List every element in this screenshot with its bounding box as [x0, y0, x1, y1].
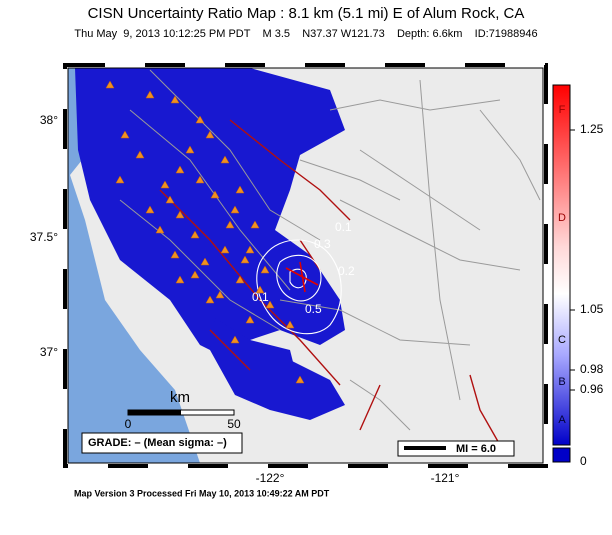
scale-start: 0: [125, 417, 132, 431]
grade-letter: A: [558, 414, 566, 426]
station: [235, 275, 245, 284]
station: [210, 190, 220, 199]
station: [195, 115, 205, 124]
lat-label: 38°: [40, 113, 58, 127]
station: [230, 205, 240, 214]
colorbar-tick: 0: [580, 454, 587, 468]
colorbar-tick: 0.98: [580, 362, 604, 376]
contour-label: 0.3: [314, 237, 331, 251]
station: [105, 80, 115, 89]
map-subtitle: Thu May 9, 2013 10:12:25 PM PDT M 3.5 N3…: [74, 28, 537, 40]
station: [145, 205, 155, 214]
footer: Map Version 3 Processed Fri May 10, 2013…: [74, 488, 330, 498]
colorbar-tick: 0.96: [580, 382, 604, 396]
lat-label: 37.5°: [30, 230, 58, 244]
colorbar-tick: 1.05: [580, 302, 604, 316]
colorbar-tick: 1.25: [580, 122, 604, 136]
station: [190, 230, 200, 239]
station: [220, 245, 230, 254]
station: [185, 145, 195, 154]
station: [200, 257, 210, 266]
station: [235, 185, 245, 194]
contour-label: 0.1: [252, 290, 269, 304]
station: [190, 270, 200, 279]
station: [250, 220, 260, 229]
station: [205, 130, 215, 139]
colorbar-floor: [552, 447, 571, 463]
station: [170, 95, 180, 104]
grade-text: GRADE: – (Mean sigma: –): [88, 437, 227, 449]
lon-label: -122°: [256, 471, 285, 485]
station: [145, 90, 155, 99]
station: [165, 195, 175, 204]
station: [195, 175, 205, 184]
station: [255, 285, 265, 294]
contour-label: 0.2: [338, 264, 355, 278]
station: [215, 290, 225, 299]
station: [225, 220, 235, 229]
station: [245, 245, 255, 254]
grade-letter: D: [558, 212, 566, 224]
grade-letter: C: [558, 334, 566, 346]
station: [115, 175, 125, 184]
lat-label: 37°: [40, 345, 58, 359]
grade-letter: F: [559, 104, 566, 116]
station: [265, 300, 275, 309]
station: [155, 225, 165, 234]
map-title: CISN Uncertainty Ratio Map : 8.1 km (5.1…: [88, 5, 525, 22]
contour-label: 0.5: [305, 302, 322, 316]
station: [205, 295, 215, 304]
station: [245, 315, 255, 324]
station: [260, 265, 270, 274]
mi-legend: MI = 6.0: [456, 443, 496, 455]
station: [285, 320, 295, 329]
scale-unit: km: [170, 389, 190, 406]
station: [220, 155, 230, 164]
station: [160, 180, 170, 189]
station: [230, 335, 240, 344]
colorbar: [552, 84, 571, 446]
station: [175, 210, 185, 219]
scale-end: 50: [227, 417, 241, 431]
station: [175, 275, 185, 284]
lon-label: -121°: [431, 471, 460, 485]
station: [240, 255, 250, 264]
station: [170, 250, 180, 259]
station: [295, 375, 305, 384]
station: [135, 150, 145, 159]
grade-letter: B: [558, 376, 565, 388]
map-area: 0.1 0.3 0.2 0.5 0.1 GRADE: – (Mean sigma…: [68, 68, 543, 463]
station: [120, 130, 130, 139]
station: [175, 165, 185, 174]
contour-label: 0.1: [335, 220, 352, 234]
